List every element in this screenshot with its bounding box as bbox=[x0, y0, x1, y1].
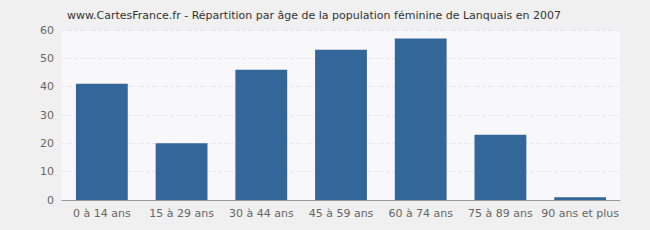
svg-text:20: 20 bbox=[40, 137, 54, 150]
svg-text:60: 60 bbox=[40, 24, 54, 37]
svg-text:15 à 29 ans: 15 à 29 ans bbox=[149, 207, 214, 220]
svg-text:90 ans et plus: 90 ans et plus bbox=[541, 207, 619, 220]
svg-text:0: 0 bbox=[47, 194, 54, 207]
svg-text:75 à 89 ans: 75 à 89 ans bbox=[468, 207, 533, 220]
svg-text:60 à 74 ans: 60 à 74 ans bbox=[388, 207, 453, 220]
svg-text:50: 50 bbox=[40, 52, 54, 65]
svg-text:10: 10 bbox=[40, 165, 54, 178]
svg-text:30: 30 bbox=[40, 109, 54, 122]
svg-text:www.CartesFrance.fr - Répartit: www.CartesFrance.fr - Répartition par âg… bbox=[67, 9, 561, 22]
svg-text:45 à 59 ans: 45 à 59 ans bbox=[309, 207, 374, 220]
svg-text:40: 40 bbox=[40, 80, 54, 93]
svg-text:0 à 14 ans: 0 à 14 ans bbox=[73, 207, 131, 220]
svg-text:30 à 44 ans: 30 à 44 ans bbox=[229, 207, 294, 220]
